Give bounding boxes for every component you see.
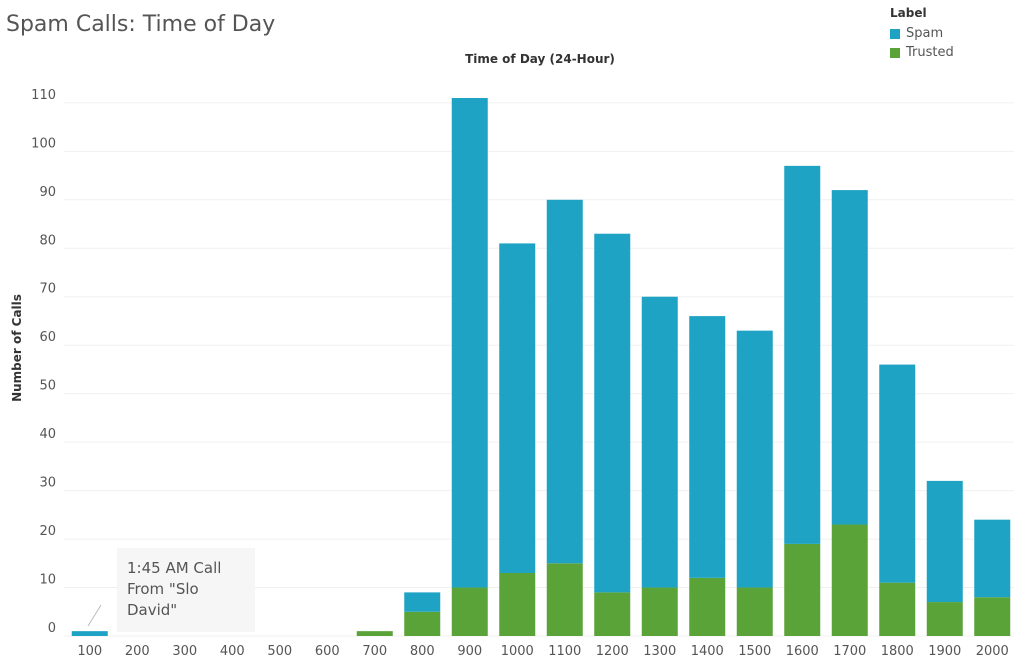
legend-item-spam[interactable]: Spam <box>890 24 954 43</box>
legend-item-trusted[interactable]: Trusted <box>890 43 954 62</box>
bar-spam-1100[interactable] <box>546 199 583 564</box>
bar-trusted-1600[interactable] <box>784 543 821 636</box>
bar-trusted-1500[interactable] <box>736 587 773 636</box>
legend-title: Label <box>890 6 927 20</box>
y-tick-label: 50 <box>39 379 56 394</box>
bar-spam-100[interactable] <box>71 631 108 636</box>
x-tick-label-1400: 1400 <box>691 644 724 659</box>
x-tick-label-500: 500 <box>267 644 292 659</box>
x-tick-label-1500: 1500 <box>738 644 771 659</box>
x-tick-label-600: 600 <box>315 644 340 659</box>
bar-spam-1200[interactable] <box>594 233 631 593</box>
y-tick-label: 70 <box>39 282 56 297</box>
x-tick-label-300: 300 <box>172 644 197 659</box>
x-tick-label-1800: 1800 <box>881 644 914 659</box>
x-tick-label-200: 200 <box>125 644 150 659</box>
bar-spam-900[interactable] <box>451 98 488 588</box>
x-tick-label-1600: 1600 <box>786 644 819 659</box>
y-tick-label: 0 <box>48 621 56 636</box>
bar-trusted-1900[interactable] <box>926 602 963 636</box>
x-tick-label-100: 100 <box>77 644 102 659</box>
bars <box>71 98 1011 636</box>
x-axis-ticks: 100 200 300 400 500 600 700 800 900 1000 1100 1200 1… <box>77 644 1008 659</box>
x-tick-label-800: 800 <box>410 644 435 659</box>
y-axis-title: Number of Calls <box>10 294 24 402</box>
chart-title: Spam Calls: Time of Day <box>6 12 276 37</box>
x-tick-label-400: 400 <box>220 644 245 659</box>
y-tick-label: 30 <box>39 476 56 491</box>
bar-spam-1000[interactable] <box>499 243 536 573</box>
bar-spam-1600[interactable] <box>784 165 821 544</box>
bar-spam-1800[interactable] <box>879 364 916 583</box>
bar-trusted-1700[interactable] <box>831 524 868 636</box>
bar-spam-800[interactable] <box>404 592 441 612</box>
x-tick-label-900: 900 <box>457 644 482 659</box>
bar-trusted-1300[interactable] <box>641 587 678 636</box>
legend: Label Spam Trusted <box>890 6 954 62</box>
legend-label-spam: Spam <box>906 26 944 41</box>
bar-trusted-2000[interactable] <box>974 597 1011 636</box>
bar-trusted-1100[interactable] <box>546 563 583 636</box>
legend-label-trusted: Trusted <box>906 45 954 60</box>
bar-spam-2000[interactable] <box>974 519 1011 598</box>
x-tick-label-2000: 2000 <box>976 644 1009 659</box>
annotation-pointer <box>87 604 102 627</box>
legend-swatch-spam <box>890 28 900 39</box>
x-tick-label-1200: 1200 <box>596 644 629 659</box>
bar-trusted-800[interactable] <box>404 611 441 636</box>
bar-trusted-900[interactable] <box>451 587 488 636</box>
bar-spam-1400[interactable] <box>689 316 726 578</box>
bar-trusted-1800[interactable] <box>879 582 916 636</box>
bar-spam-1300[interactable] <box>641 296 678 588</box>
x-tick-label-1100: 1100 <box>548 644 581 659</box>
y-tick-label: 80 <box>39 233 56 248</box>
y-tick-label: 90 <box>39 185 56 200</box>
bar-spam-1700[interactable] <box>831 190 868 525</box>
x-tick-label-1000: 1000 <box>501 644 534 659</box>
bar-spam-1500[interactable] <box>736 330 773 588</box>
y-tick-label: 20 <box>39 524 56 539</box>
annotation-box: 1:45 AM Call From "Slo David" <box>117 548 255 632</box>
y-tick-label: 60 <box>39 330 56 345</box>
bar-trusted-1000[interactable] <box>499 572 536 636</box>
x-tick-label-1300: 1300 <box>643 644 676 659</box>
x-axis-title: Time of Day (24-Hour) <box>465 52 615 66</box>
y-tick-label: 110 <box>31 88 56 103</box>
bar-trusted-700[interactable] <box>356 631 393 636</box>
y-tick-label: 40 <box>39 427 56 442</box>
y-tick-label: 10 <box>39 573 56 588</box>
legend-swatch-trusted <box>890 47 900 58</box>
bar-spam-1900[interactable] <box>926 480 963 603</box>
x-tick-label-700: 700 <box>362 644 387 659</box>
y-axis-ticks: 0 10 20 30 40 50 60 70 80 90 100 110 <box>31 88 56 636</box>
x-tick-label-1700: 1700 <box>833 644 866 659</box>
x-tick-label-1900: 1900 <box>928 644 961 659</box>
y-tick-label: 100 <box>31 136 56 151</box>
bar-trusted-1200[interactable] <box>594 592 631 636</box>
bar-trusted-1400[interactable] <box>689 577 726 636</box>
